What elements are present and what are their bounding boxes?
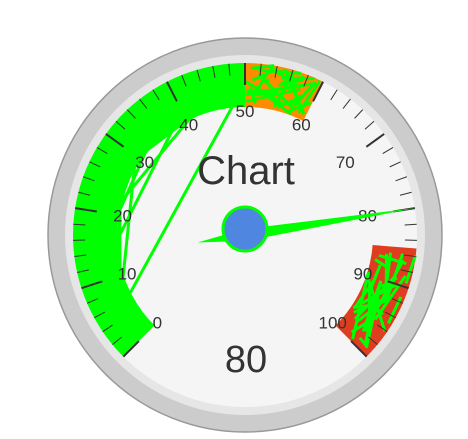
gauge-tick bbox=[364, 120, 375, 130]
gauge-tick bbox=[77, 269, 89, 274]
gauge-tick bbox=[181, 74, 187, 87]
gauge-tick bbox=[112, 336, 123, 346]
gauge-tick bbox=[196, 69, 201, 82]
gauge-tick bbox=[139, 98, 148, 109]
gauge-tick bbox=[274, 65, 278, 78]
gauge-tick-label: 90 bbox=[353, 264, 372, 283]
band-scribble-overlay bbox=[81, 64, 417, 350]
gauge-tick bbox=[82, 176, 95, 182]
gauge-tick bbox=[312, 81, 324, 102]
gauge-tick bbox=[342, 98, 351, 109]
gauge-tick bbox=[401, 269, 413, 274]
gauge-tick bbox=[126, 109, 136, 119]
gauge-tick bbox=[228, 63, 231, 76]
gauge-band-0 bbox=[72, 63, 246, 357]
gauge-tick bbox=[96, 147, 108, 154]
gauge-tick bbox=[365, 133, 385, 148]
gauge-tick-label: 60 bbox=[292, 116, 311, 135]
gauge-tick bbox=[303, 74, 309, 87]
gauge-tick bbox=[391, 298, 404, 304]
gauge-tick bbox=[212, 65, 216, 78]
gauge-tick-label: 70 bbox=[336, 153, 355, 172]
gauge-hub-outline bbox=[221, 205, 269, 253]
gauge-tick bbox=[115, 120, 126, 130]
gauge-tick bbox=[367, 336, 378, 346]
gauge-tick-label: 100 bbox=[318, 314, 346, 333]
gauge-tick bbox=[73, 223, 86, 226]
gauge-tick bbox=[166, 81, 178, 102]
gauge-tick bbox=[404, 223, 417, 226]
gauge-tick bbox=[399, 191, 412, 196]
gauge-tick-label: 30 bbox=[135, 153, 154, 172]
gauge-tick bbox=[389, 161, 401, 168]
gauge-tick bbox=[387, 280, 409, 290]
gauge-tick bbox=[94, 311, 106, 319]
gauge-tick bbox=[377, 324, 388, 333]
gauge-tick-label: 20 bbox=[113, 207, 132, 226]
gauge-tick-label: 40 bbox=[179, 116, 198, 135]
gauge-tick bbox=[102, 324, 113, 333]
gauge-value-label: 80 bbox=[225, 339, 267, 381]
gauge-tick bbox=[78, 191, 91, 196]
gauge-tick bbox=[152, 89, 160, 101]
gauge-tick bbox=[350, 340, 368, 358]
gauge-tick bbox=[122, 340, 140, 358]
gauge-tick bbox=[384, 311, 396, 319]
gauge-tick bbox=[354, 109, 364, 119]
gauge-tick-label: 0 bbox=[153, 314, 162, 333]
gauge-tick bbox=[74, 207, 98, 213]
gauge-hub bbox=[223, 207, 267, 251]
gauge-tick bbox=[105, 133, 125, 148]
gauge-tick bbox=[382, 147, 394, 154]
gauge-tick bbox=[86, 298, 99, 304]
gauge-tick bbox=[395, 176, 408, 182]
gauge-tick bbox=[289, 69, 294, 82]
gauge-tick bbox=[259, 63, 262, 76]
gauge-tick bbox=[89, 161, 101, 168]
gauge-tick bbox=[74, 254, 87, 258]
gauge-tick bbox=[403, 254, 416, 258]
gauge-tick-label: 10 bbox=[118, 264, 137, 283]
gauge-tick-label: 50 bbox=[236, 102, 255, 121]
gauge-tick bbox=[81, 280, 103, 290]
gauge-tick bbox=[330, 89, 338, 101]
gauge-title: Chart bbox=[197, 149, 295, 193]
